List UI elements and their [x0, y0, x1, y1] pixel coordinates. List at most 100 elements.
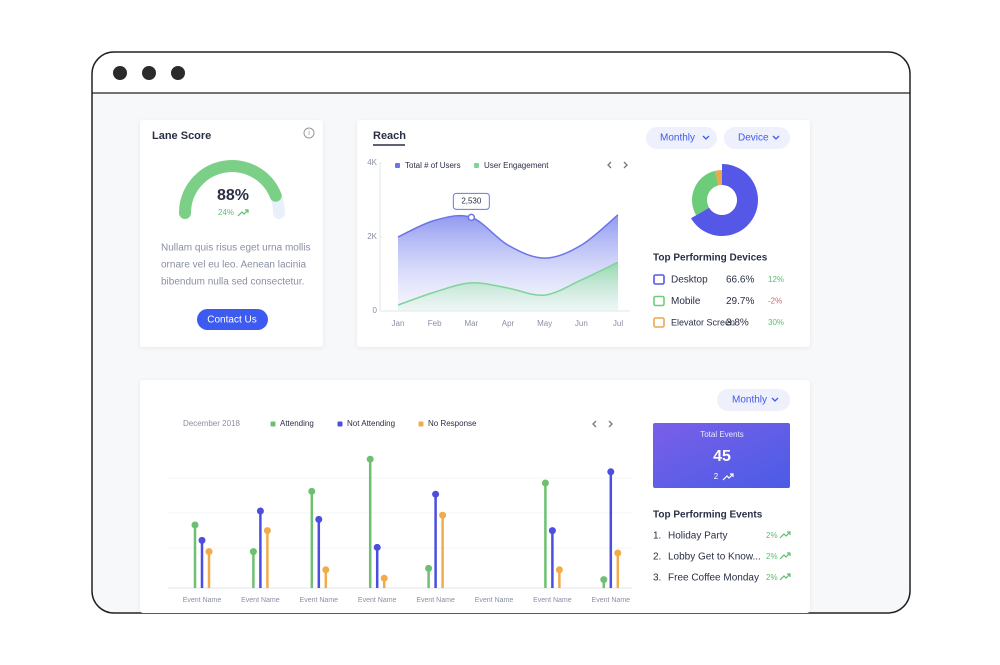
x-tick-label: Event Name	[592, 597, 631, 604]
lollipop-head	[373, 543, 381, 551]
lollipop-head	[425, 564, 433, 572]
x-tick-label: Event Name	[241, 597, 280, 604]
lollipop-head	[380, 574, 388, 582]
lollipop-head	[308, 487, 316, 495]
device-change: 12%	[768, 275, 784, 284]
event-rank: 1.	[653, 531, 661, 542]
donut-slice	[714, 170, 722, 186]
y-tick-label: 0	[373, 306, 378, 315]
device-share: 29.7%	[726, 296, 754, 307]
x-tick-label: Event Name	[358, 597, 397, 604]
window-button[interactable]	[169, 64, 187, 82]
description-line: ornare vel eu leo. Aenean lacinia	[161, 260, 307, 271]
device-change: 30%	[768, 318, 784, 327]
description-line: bibendum nulla sed consectetur.	[161, 277, 304, 288]
lollipop-head	[600, 576, 608, 584]
trend-icon	[779, 573, 791, 581]
event-change: 2%	[766, 573, 778, 582]
annotation: 2,530	[461, 196, 482, 205]
legend-label: Not Attending	[347, 419, 395, 428]
lollipop-head	[315, 515, 323, 523]
chevron	[772, 135, 780, 140]
lollipop-head	[607, 468, 615, 476]
filter-label: Monthly	[660, 133, 695, 144]
x-tick-label: Jun	[575, 319, 588, 328]
legend-label: No Response	[428, 419, 477, 428]
lollipop-head	[439, 511, 447, 519]
event-change: 2%	[766, 552, 778, 561]
pager-arrows[interactable]	[592, 420, 613, 428]
device-name: Desktop	[671, 275, 708, 286]
line	[397, 214, 619, 259]
contact-button[interactable]	[197, 309, 268, 330]
y-tick-label: 2K	[367, 232, 377, 241]
x-tick-label: Apr	[502, 319, 515, 328]
lollipop-head	[432, 490, 440, 498]
donut-slice	[690, 164, 758, 236]
trend-icon	[722, 473, 734, 481]
legend-swatch	[418, 421, 424, 427]
gauge-fill	[179, 160, 282, 219]
filter-dropdown[interactable]	[646, 127, 717, 149]
legend-swatch	[337, 421, 343, 427]
filter-label: Monthly	[732, 395, 767, 406]
trend-icon	[779, 531, 791, 539]
donut-slice	[692, 170, 719, 216]
device-share: 66.6%	[726, 275, 754, 286]
x-tick-label: Event Name	[475, 597, 514, 604]
y-tick-label: 4K	[367, 158, 377, 167]
chevron	[771, 397, 779, 402]
events-card	[140, 380, 810, 613]
x-tick-label: May	[537, 319, 552, 328]
event-rank: 3.	[653, 573, 661, 584]
x-tick-label: Event Name	[533, 597, 572, 604]
area	[398, 262, 618, 311]
legend-label: User Engagement	[484, 161, 549, 170]
event-rank: 2.	[653, 552, 661, 563]
card-title: Lane Score	[152, 130, 211, 142]
lollipop-head	[256, 507, 264, 515]
legend-swatch	[474, 163, 479, 168]
chart-subtitle: December 2018	[183, 419, 240, 428]
device-name: Mobile	[671, 296, 701, 307]
event-name: Holiday Party	[668, 531, 727, 542]
lollipop-head	[548, 527, 556, 535]
legend-label: Attending	[280, 419, 314, 428]
section-title: Top Performing Events	[653, 510, 763, 521]
legend-swatch	[395, 163, 400, 168]
lollipop-head	[191, 521, 199, 529]
pager-arrows[interactable]	[607, 161, 628, 169]
lollipop-head	[205, 548, 213, 556]
total-events-card	[653, 423, 790, 488]
event-change: 2%	[766, 531, 778, 540]
event-name: Lobby Get to Know...	[668, 552, 761, 563]
lollipop-head	[541, 479, 549, 487]
total-title: Total Events	[700, 430, 744, 439]
annotation-box	[452, 192, 490, 210]
lollipop-head	[198, 536, 206, 544]
lane-card	[140, 120, 323, 347]
x-tick-label: Event Name	[300, 597, 339, 604]
filter-dropdown[interactable]	[717, 389, 790, 411]
total-value: 45	[713, 448, 731, 465]
info-icon-glyph: i	[308, 130, 310, 137]
x-tick-label: Jul	[613, 319, 623, 328]
device-icon	[653, 295, 665, 307]
contact-button-label: Contact Us	[207, 315, 256, 326]
x-tick-label: Event Name	[183, 597, 222, 604]
score-change: 24%	[218, 208, 234, 217]
device-icon	[653, 317, 665, 328]
x-tick-label: Event Name	[416, 597, 455, 604]
lollipop-head	[263, 527, 271, 535]
lollipop-head	[322, 566, 330, 574]
lollipop-head	[614, 549, 622, 557]
window-button[interactable]	[140, 64, 158, 82]
device-icon	[653, 274, 665, 285]
lollipop-head	[555, 566, 563, 574]
x-tick-label: Mar	[464, 319, 478, 328]
chevron	[702, 135, 710, 140]
filter-dropdown[interactable]	[724, 127, 790, 149]
window-button[interactable]	[111, 64, 129, 82]
info-icon[interactable]	[303, 127, 315, 139]
